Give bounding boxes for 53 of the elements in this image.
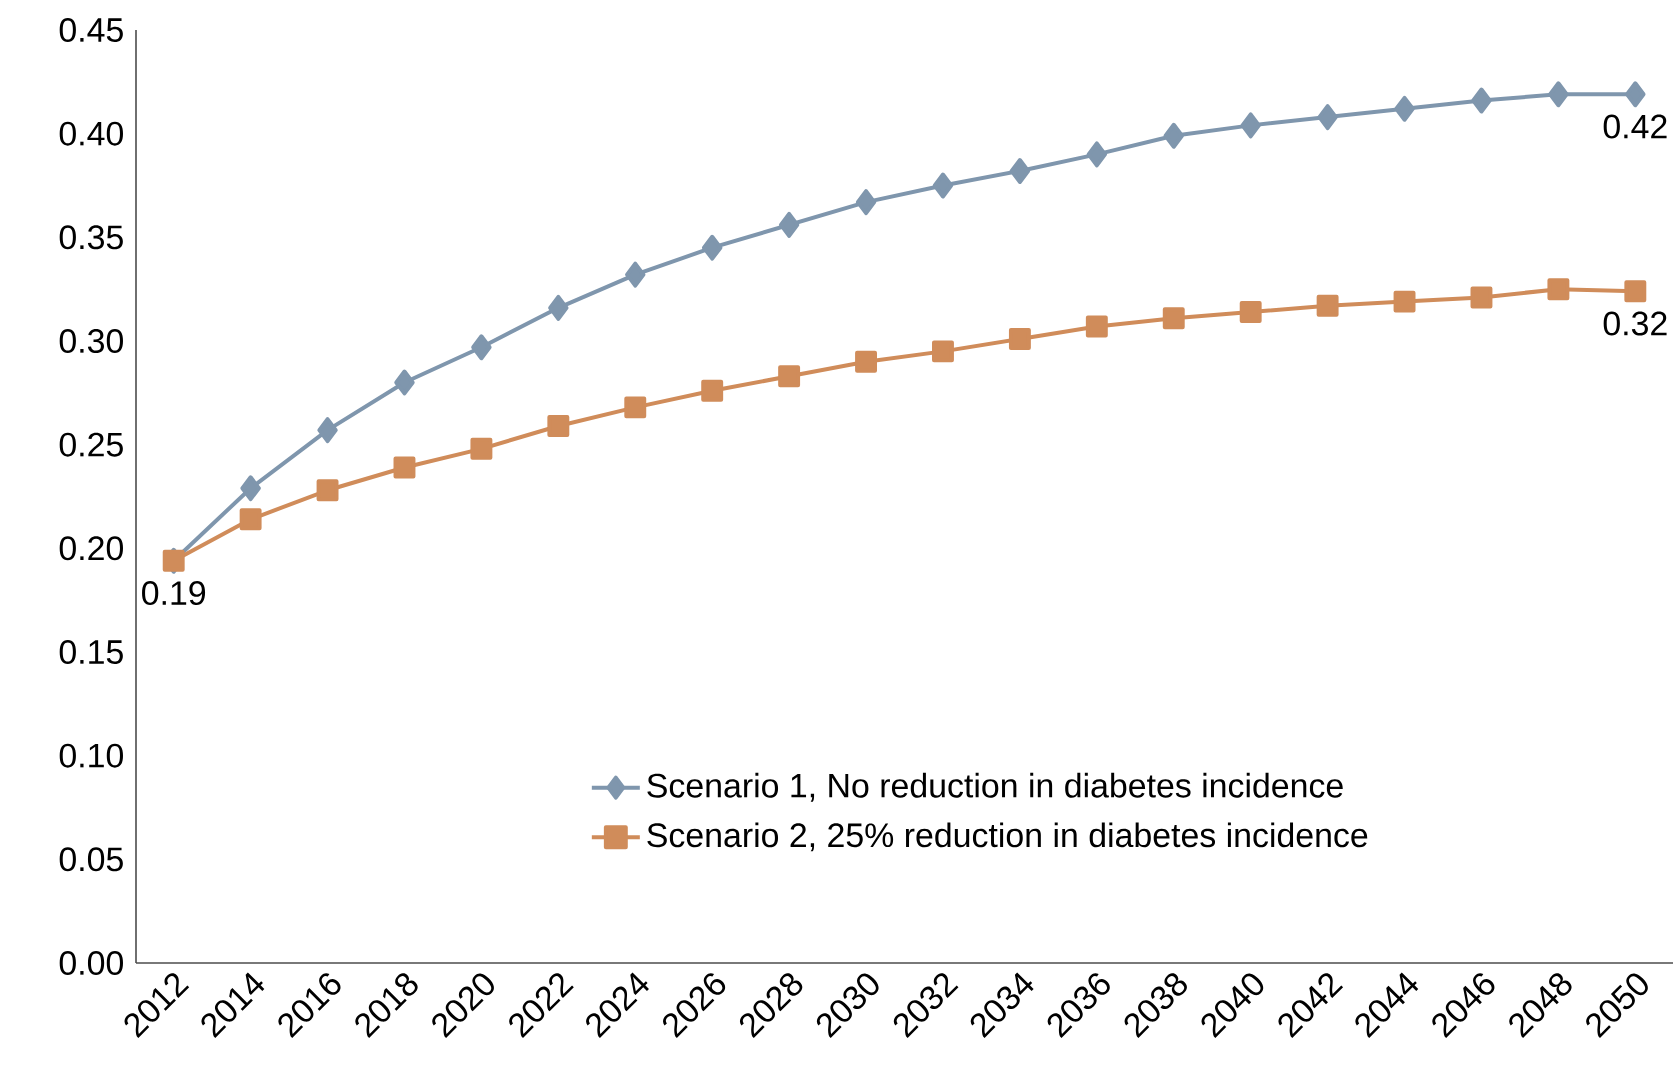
point [1317, 104, 1338, 131]
data-label: 0.19 [142, 581, 206, 606]
point [1085, 315, 1108, 338]
y-tick-label: 0.05 [59, 847, 123, 872]
point [470, 437, 493, 460]
point [1471, 87, 1492, 114]
point [855, 350, 878, 373]
point [240, 475, 261, 502]
point [1240, 112, 1261, 139]
y-tick-label: 0.10 [59, 743, 123, 768]
point [548, 294, 569, 321]
point [1624, 280, 1647, 303]
point [778, 211, 800, 238]
data-label: 0.32 [1603, 311, 1667, 336]
point [778, 365, 801, 388]
point [1470, 286, 1493, 309]
y-tick-label: 0.25 [59, 432, 123, 457]
y-tick-label: 0.35 [59, 225, 123, 250]
point [1393, 290, 1416, 313]
point [855, 189, 877, 216]
point [471, 334, 492, 361]
point [1163, 122, 1184, 149]
point [394, 369, 415, 396]
y-tick-label: 0.40 [59, 121, 123, 146]
y-tick-label: 0.20 [59, 536, 123, 561]
point [393, 456, 416, 479]
legend-label: Scenario 2, 25% reduction in diabetes incidence [647, 822, 1368, 852]
y-tick-label: 0.30 [59, 329, 123, 353]
point [1625, 81, 1646, 108]
point [1239, 301, 1262, 323]
point [624, 396, 647, 419]
legend-label: Scenario 1, No reduction in diabetes incidence [647, 772, 1343, 802]
point [701, 234, 723, 261]
point [239, 508, 262, 531]
point [1086, 141, 1108, 168]
point [932, 172, 954, 199]
point [1547, 278, 1570, 301]
point [1316, 294, 1339, 317]
point [1008, 327, 1031, 350]
point [1548, 81, 1569, 108]
point [317, 417, 338, 444]
point [1162, 307, 1185, 330]
data-label: 0.42 [1603, 114, 1667, 139]
point [701, 379, 724, 402]
point [316, 479, 339, 502]
point [1394, 95, 1415, 122]
y-tick-label: 0.15 [59, 640, 123, 664]
point [625, 261, 646, 288]
point [1009, 158, 1031, 184]
point [932, 340, 954, 363]
y-tick-label: 0.45 [59, 18, 123, 42]
point [547, 415, 570, 437]
y-tick-label: 0.00 [59, 951, 123, 975]
